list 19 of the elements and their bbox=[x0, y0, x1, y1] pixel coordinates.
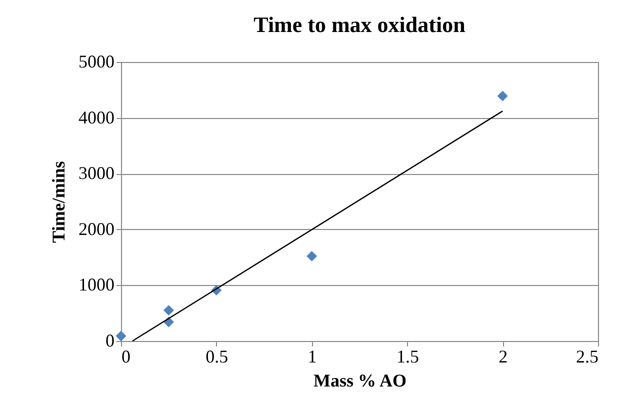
y-tick-label: 1000 bbox=[78, 274, 114, 295]
x-tick-label: 0.5 bbox=[206, 346, 228, 366]
y-tick-label: 3000 bbox=[78, 163, 114, 184]
x-tick-label: 2.5 bbox=[576, 346, 598, 366]
y-tick-label: 4000 bbox=[78, 107, 114, 128]
y-axis-title: Time/mins bbox=[48, 161, 68, 243]
x-tick-label: 1.5 bbox=[396, 346, 419, 366]
chart-title: Time to max oxidation bbox=[254, 12, 466, 37]
point bbox=[163, 305, 174, 316]
x-axis-title: Mass % AO bbox=[313, 370, 407, 390]
point bbox=[116, 330, 126, 342]
point bbox=[306, 250, 318, 262]
y-tick-label: 5000 bbox=[78, 52, 114, 72]
x-tick-label: 1 bbox=[308, 346, 317, 366]
y-tick-label: 2000 bbox=[78, 218, 114, 239]
point bbox=[497, 90, 508, 102]
y-tick-label: 0 bbox=[106, 330, 114, 350]
x-tick-label: 2 bbox=[498, 346, 508, 366]
x-tick-label: 0 bbox=[122, 346, 130, 366]
